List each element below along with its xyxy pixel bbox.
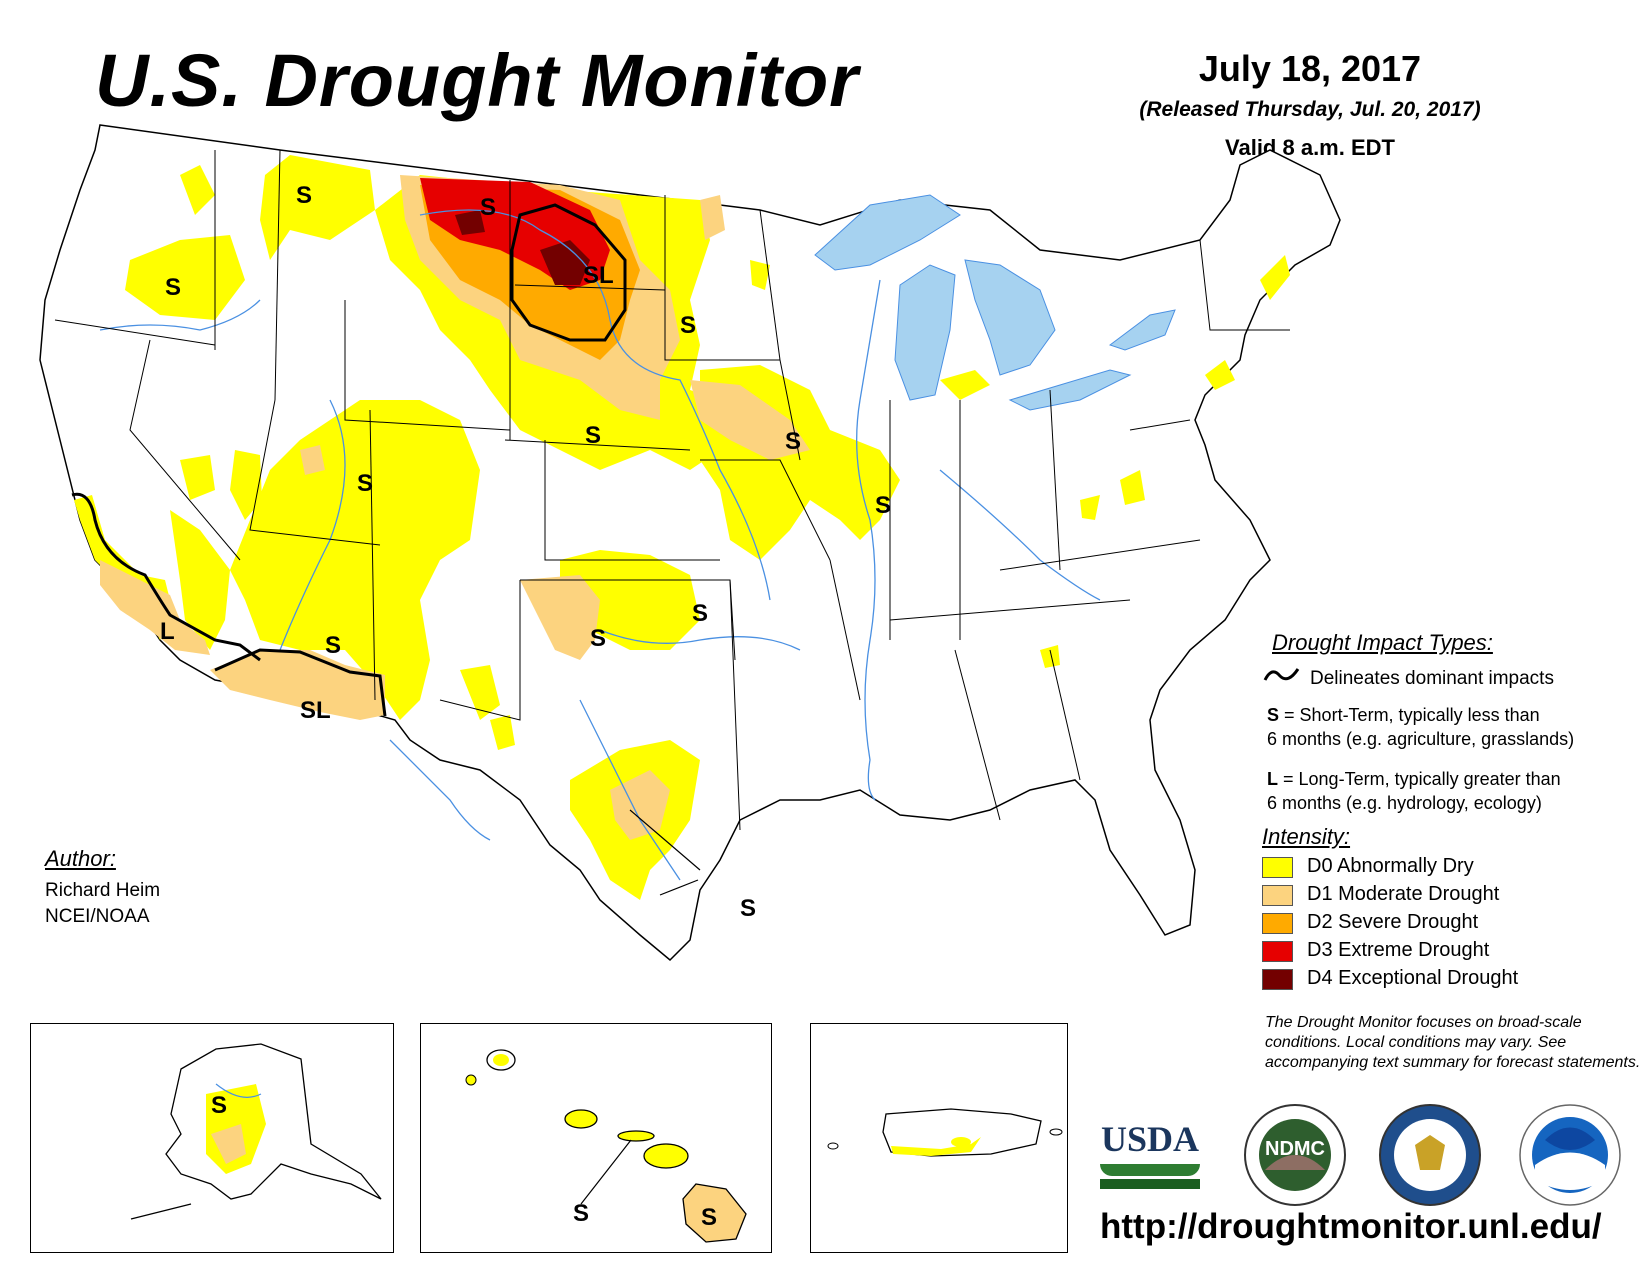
great-lakes bbox=[814, 194, 1176, 411]
state-boundaries bbox=[54, 149, 1290, 831]
d2-label: D2 Severe Drought bbox=[1307, 911, 1479, 933]
d1-swatch bbox=[1262, 885, 1293, 906]
impact-label-s: S bbox=[480, 194, 497, 221]
texas-pointer-lines bbox=[629, 809, 701, 896]
impact-types-heading: Drought Impact Types: bbox=[1272, 630, 1493, 655]
delineation-line-icon bbox=[1263, 668, 1300, 681]
disclaimer-note: The Drought Monitor focuses on broad-sca… bbox=[1265, 1014, 1641, 1071]
impact-label-s: S bbox=[296, 182, 313, 209]
impact-label-s: S bbox=[875, 492, 892, 519]
alaska-impact-label: S bbox=[211, 1092, 228, 1119]
usda-logo: USDA bbox=[1100, 1118, 1200, 1210]
impact-label-s: S bbox=[165, 274, 182, 301]
long-term-text: = Long-Term, typically greater than bbox=[1283, 769, 1561, 789]
d3-label: D3 Extreme Drought bbox=[1307, 939, 1490, 961]
impact-label-sl: SL bbox=[300, 697, 331, 724]
author-heading: Author: bbox=[45, 846, 116, 871]
impact-label-s: S bbox=[785, 428, 802, 455]
short-term-key: S bbox=[1267, 705, 1280, 725]
alaska-map bbox=[130, 1043, 382, 1220]
author-org: NCEI/NOAA bbox=[45, 906, 150, 927]
d4-swatch bbox=[1262, 969, 1293, 990]
ndmc-logo-text: NDMC bbox=[1265, 1138, 1325, 1160]
hawaii-map bbox=[465, 1049, 747, 1243]
impact-label-s: S bbox=[585, 422, 602, 449]
puerto-rico-map bbox=[827, 1108, 1063, 1157]
impact-delineation-lines bbox=[71, 203, 627, 717]
impact-label-sl: SL bbox=[583, 262, 614, 289]
short-term-text-2: 6 months (e.g. agriculture, grasslands) bbox=[1267, 729, 1575, 749]
impact-label-s: S bbox=[357, 470, 374, 497]
impact-label-s: S bbox=[590, 625, 607, 652]
alaska-inset: S bbox=[30, 1023, 394, 1253]
valid-time: Valid 8 a.m. EDT bbox=[1225, 135, 1395, 160]
author-name: Richard Heim bbox=[45, 880, 161, 901]
d0-swatch bbox=[1262, 857, 1293, 878]
long-term-text-2: 6 months (e.g. hydrology, ecology) bbox=[1267, 793, 1542, 813]
noaa-logo bbox=[1519, 1104, 1621, 1206]
impact-label-s: S bbox=[740, 895, 757, 922]
hawaii-impact-label-2: S bbox=[701, 1204, 718, 1231]
map-title: U.S. Drought Monitor bbox=[95, 39, 859, 122]
hawaii-impact-label-1: S bbox=[573, 1200, 590, 1227]
d4-exceptional-drought-areas bbox=[455, 210, 590, 285]
map-date: July 18, 2017 bbox=[1198, 48, 1422, 89]
usda-logo-text: USDA bbox=[1100, 1119, 1199, 1159]
puerto-rico-inset bbox=[810, 1023, 1068, 1253]
d2-swatch bbox=[1262, 913, 1293, 934]
intensity-heading: Intensity: bbox=[1262, 824, 1351, 849]
d0-label: D0 Abnormally Dry bbox=[1307, 855, 1474, 877]
hawaii-inset: S S bbox=[420, 1023, 772, 1253]
impact-label-s: S bbox=[325, 632, 342, 659]
short-term-text: = Short-Term, typically less than bbox=[1284, 705, 1540, 725]
impact-label-s: S bbox=[680, 312, 697, 339]
impact-label-s: S bbox=[692, 600, 709, 627]
d1-label: D1 Moderate Drought bbox=[1307, 883, 1500, 905]
long-term-legend: L = Long-Term, typically greater than bbox=[1267, 768, 1561, 790]
impact-label-l: L bbox=[160, 618, 175, 645]
ndmc-logo bbox=[1244, 1104, 1346, 1206]
short-term-legend: S = Short-Term, typically less than bbox=[1267, 704, 1540, 726]
rivers bbox=[99, 209, 1101, 881]
delineation-text: Delineates dominant impacts bbox=[1310, 668, 1554, 689]
drought-monitor-url[interactable]: http://droughtmonitor.unl.edu/ bbox=[1100, 1207, 1602, 1246]
long-term-key: L bbox=[1267, 769, 1278, 789]
commerce-logo bbox=[1379, 1104, 1481, 1206]
d4-label: D4 Exceptional Drought bbox=[1307, 967, 1519, 989]
release-date: (Released Thursday, Jul. 20, 2017) bbox=[1139, 98, 1481, 121]
d3-swatch bbox=[1262, 941, 1293, 962]
